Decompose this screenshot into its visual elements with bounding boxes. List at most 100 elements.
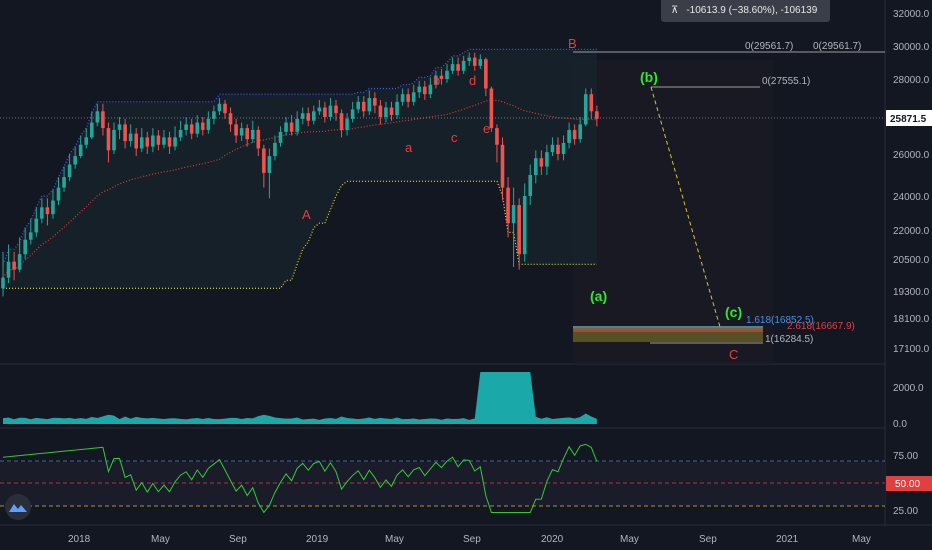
fib-label-1: 1(16284.5) bbox=[765, 334, 813, 345]
wave-label-C: C bbox=[729, 347, 738, 362]
candle-body bbox=[545, 152, 549, 167]
measure-tooltip: ⊼ -10613.9 (−38.60%), -106139 bbox=[661, 0, 830, 22]
candle-body bbox=[289, 122, 294, 132]
time-tick: May bbox=[151, 534, 170, 545]
candle-body bbox=[156, 135, 161, 145]
candle-body bbox=[95, 111, 100, 123]
candle-body bbox=[106, 128, 111, 151]
candles bbox=[1, 52, 599, 297]
volume-area bbox=[3, 372, 597, 424]
candle-body bbox=[295, 118, 299, 132]
volume-tick: 2000.0 bbox=[893, 383, 924, 394]
candle-body bbox=[145, 137, 150, 147]
candle-body bbox=[506, 187, 510, 224]
candle-body bbox=[472, 57, 477, 66]
candle-body bbox=[90, 122, 94, 138]
time-tick: Sep bbox=[463, 534, 481, 545]
candle-body bbox=[556, 144, 560, 154]
candle-body bbox=[12, 261, 16, 270]
price-tick: 28000.0 bbox=[893, 75, 930, 86]
candle-body bbox=[234, 124, 238, 136]
candle-body bbox=[256, 129, 261, 149]
candle-body bbox=[40, 207, 44, 219]
candle-body bbox=[511, 205, 516, 224]
candle-body bbox=[417, 86, 422, 93]
candle-body bbox=[78, 144, 83, 157]
candle-body bbox=[406, 94, 410, 102]
rsi-band-fill bbox=[0, 462, 885, 506]
candle-body bbox=[300, 113, 305, 119]
time-tick: 2018 bbox=[68, 534, 91, 545]
candle-body bbox=[212, 111, 216, 119]
time-tick: 2020 bbox=[541, 534, 564, 545]
last-price-tag bbox=[886, 110, 932, 126]
candle-body bbox=[278, 131, 283, 143]
candle-body bbox=[6, 261, 11, 278]
candle-body bbox=[128, 133, 133, 142]
candle-body bbox=[223, 103, 227, 114]
time-tick: 2019 bbox=[306, 534, 329, 545]
candle-body bbox=[595, 111, 599, 119]
fib-label-0-b: 0(27555.1) bbox=[762, 76, 810, 87]
last-price-label: 25871.5 bbox=[890, 114, 927, 125]
band-fill bbox=[3, 49, 597, 289]
rsi-last-tag bbox=[886, 476, 932, 491]
candle-body bbox=[550, 144, 555, 153]
measure-icon: ⊼ bbox=[671, 5, 679, 16]
candle-body bbox=[173, 137, 177, 147]
candle-body bbox=[489, 88, 494, 129]
candle-body bbox=[189, 124, 194, 134]
candle-body bbox=[250, 129, 255, 140]
candle-body bbox=[534, 158, 538, 175]
price-tick: 17100.0 bbox=[893, 344, 930, 355]
time-tick: May bbox=[385, 534, 404, 545]
candle-body bbox=[217, 103, 222, 112]
candle-body bbox=[239, 128, 244, 136]
candle-body bbox=[23, 239, 27, 255]
logo-icon bbox=[9, 504, 27, 512]
candle-body bbox=[51, 200, 55, 215]
candle-body bbox=[423, 86, 427, 95]
price-tick: 30000.0 bbox=[893, 42, 930, 53]
measure-text: -10613.9 (−38.60%), -106139 bbox=[686, 5, 818, 16]
candle-body bbox=[500, 144, 505, 188]
rsi-tick: 75.00 bbox=[893, 451, 918, 462]
candle-body bbox=[378, 105, 383, 117]
wave-label-B: B bbox=[568, 36, 577, 51]
candle-body bbox=[228, 113, 233, 125]
candle-body bbox=[62, 177, 66, 188]
candle-body bbox=[572, 129, 577, 140]
candle-body bbox=[400, 94, 405, 102]
candle-body bbox=[434, 75, 438, 85]
candle-body bbox=[284, 122, 288, 132]
price-tick: 18100.0 bbox=[893, 314, 930, 325]
price-tick: 22000.0 bbox=[893, 226, 930, 237]
rsi-line bbox=[2, 443, 598, 514]
candle-body bbox=[178, 129, 183, 138]
candle-body bbox=[561, 142, 566, 154]
time-tick: 2021 bbox=[776, 534, 799, 545]
candle-body bbox=[361, 101, 366, 112]
logo-button[interactable] bbox=[5, 494, 31, 520]
fib-label-2618: 2.618(16667.9) bbox=[787, 321, 855, 332]
price-tick: 19300.0 bbox=[893, 287, 930, 298]
wave-label-A: A bbox=[302, 207, 311, 222]
time-tick: May bbox=[620, 534, 639, 545]
candle-body bbox=[367, 98, 372, 112]
time-tick: May bbox=[852, 534, 871, 545]
candle-body bbox=[583, 94, 588, 125]
wave-label-a: a bbox=[405, 140, 413, 155]
price-tick: 26000.0 bbox=[893, 150, 930, 161]
candle-body bbox=[334, 105, 338, 114]
channel-bands bbox=[2, 48, 597, 289]
candle-body bbox=[350, 109, 355, 119]
candle-body bbox=[356, 101, 360, 110]
candle-body bbox=[528, 175, 533, 196]
candle-body bbox=[34, 218, 39, 233]
candle-body bbox=[73, 156, 77, 165]
candle-body bbox=[101, 111, 105, 129]
candle-body bbox=[439, 75, 444, 79]
candle-body bbox=[339, 113, 344, 130]
candle-body bbox=[262, 148, 266, 173]
